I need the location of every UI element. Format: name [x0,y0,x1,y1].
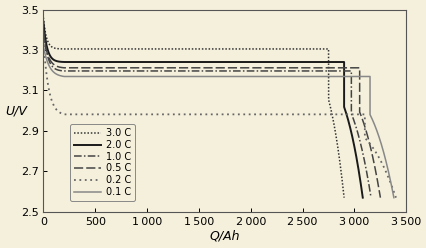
X-axis label: Q/Ah: Q/Ah [209,229,239,243]
3.0 C [326,102,331,105]
Legend: 3.0 C, 2.0 C, 1.0 C, 0.5 C, 0.2 C, 0.1 C: 3.0 C, 2.0 C, 1.0 C, 0.5 C, 0.2 C, 0.1 C [70,124,135,201]
1.0 C [314,69,319,72]
Line: 0.5 C: 0.5 C [43,34,380,198]
0.2 C [228,113,233,116]
1.0 C [368,196,373,199]
2.0 C [314,61,319,63]
0.2 C [363,138,368,141]
1.0 C [349,115,354,118]
0.1 C [337,75,342,78]
Y-axis label: U/V: U/V [6,104,27,117]
0.5 C [225,66,230,69]
Line: 0.1 C: 0.1 C [43,46,393,198]
Line: 2.0 C: 2.0 C [43,22,362,198]
0.5 C [295,66,300,69]
1.0 C [114,69,119,72]
2.0 C [217,61,222,63]
2.0 C [282,61,288,63]
3.0 C [271,47,276,50]
Line: 1.0 C: 1.0 C [43,30,370,198]
1.0 C [288,69,294,72]
0.5 C [357,114,363,117]
3.0 C [208,47,213,50]
0.1 C [117,75,122,78]
0.5 C [41,32,46,35]
1.0 C [41,28,46,31]
3.0 C [109,47,115,50]
0.5 C [377,196,382,199]
2.0 C [41,20,46,23]
3.0 C [299,47,305,50]
0.1 C [330,75,335,78]
3.0 C [294,47,299,50]
0.1 C [231,75,236,78]
0.2 C [41,38,46,41]
0.2 C [116,113,121,116]
0.2 C [299,113,304,116]
0.2 C [325,113,331,116]
0.5 C [328,66,333,69]
0.2 C [332,113,337,116]
0.1 C [303,75,308,78]
Line: 0.2 C: 0.2 C [43,40,395,198]
3.0 C [341,196,346,199]
2.0 C [112,61,118,63]
Line: 3.0 C: 3.0 C [43,18,343,198]
0.1 C [390,196,395,199]
0.1 C [368,116,373,119]
0.1 C [41,44,46,47]
2.0 C [360,196,365,199]
1.0 C [320,69,325,72]
0.5 C [321,66,326,69]
0.5 C [115,66,121,69]
0.2 C [392,196,397,199]
2.0 C [342,109,347,112]
1.0 C [221,69,226,72]
2.0 C [307,61,312,63]
3.0 C [41,16,46,19]
